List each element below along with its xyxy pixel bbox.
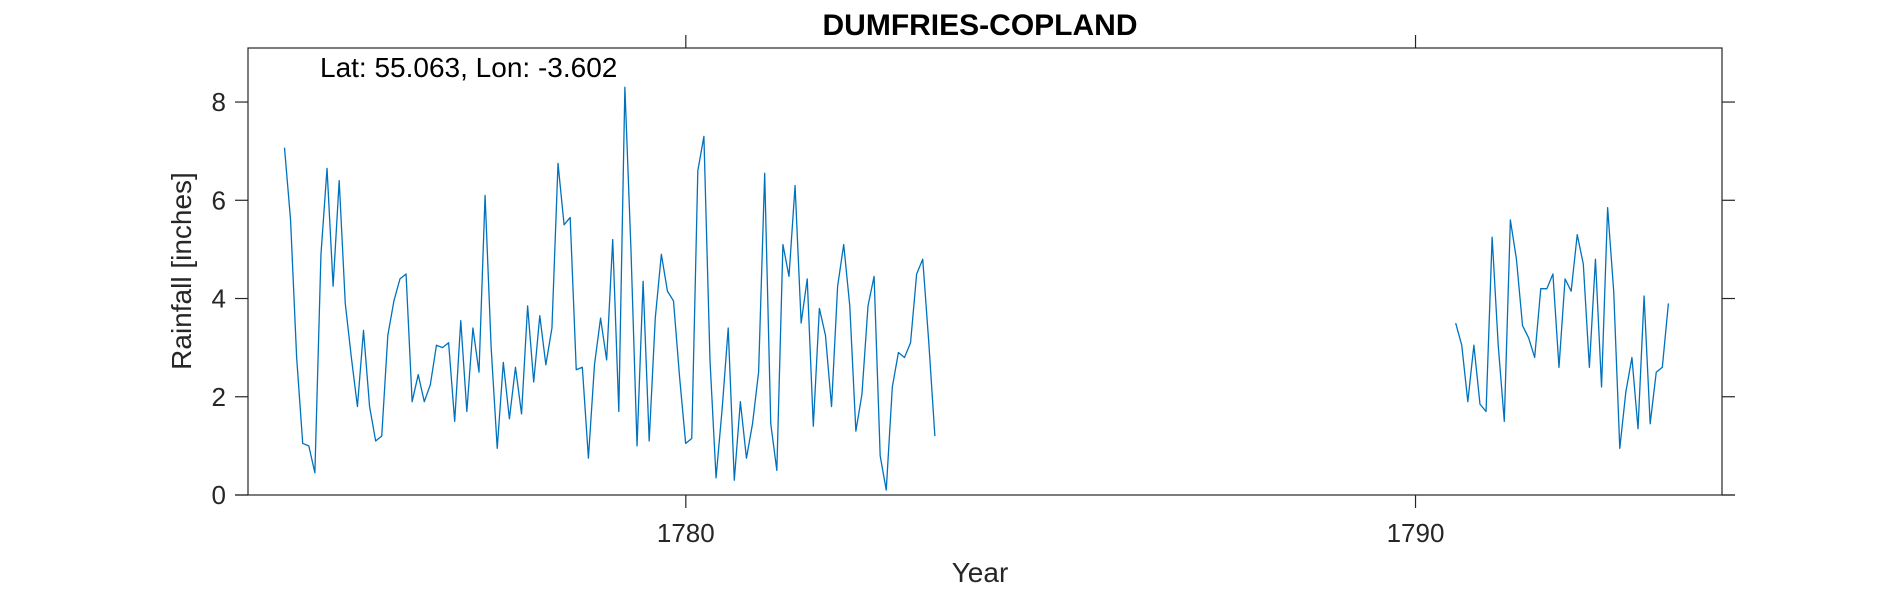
axis-ticks: [235, 35, 1735, 508]
y-tick-label: 6: [212, 185, 226, 215]
chart-title: DUMFRIES-COPLAND: [823, 9, 1138, 42]
y-tick-label: 0: [212, 480, 226, 510]
tick-labels: 0 2 4 6 8 1780 1790: [212, 87, 1445, 548]
plot-frame: [247, 47, 1723, 496]
y-axis-label: Rainfall [inches]: [166, 172, 197, 370]
y-tick-label: 8: [212, 87, 226, 117]
x-tick-label: 1790: [1387, 518, 1445, 548]
series-lines: [283, 86, 1670, 491]
rainfall-series-segment-2: [1455, 206, 1670, 449]
x-tick-label: 1780: [657, 518, 715, 548]
y-tick-label: 2: [212, 382, 226, 412]
rainfall-series-segment-1: [283, 86, 936, 491]
x-axis-label: Year: [952, 557, 1009, 588]
y-tick-label: 4: [212, 284, 226, 314]
location-annotation: Lat: 55.063, Lon: -3.602: [320, 52, 617, 83]
